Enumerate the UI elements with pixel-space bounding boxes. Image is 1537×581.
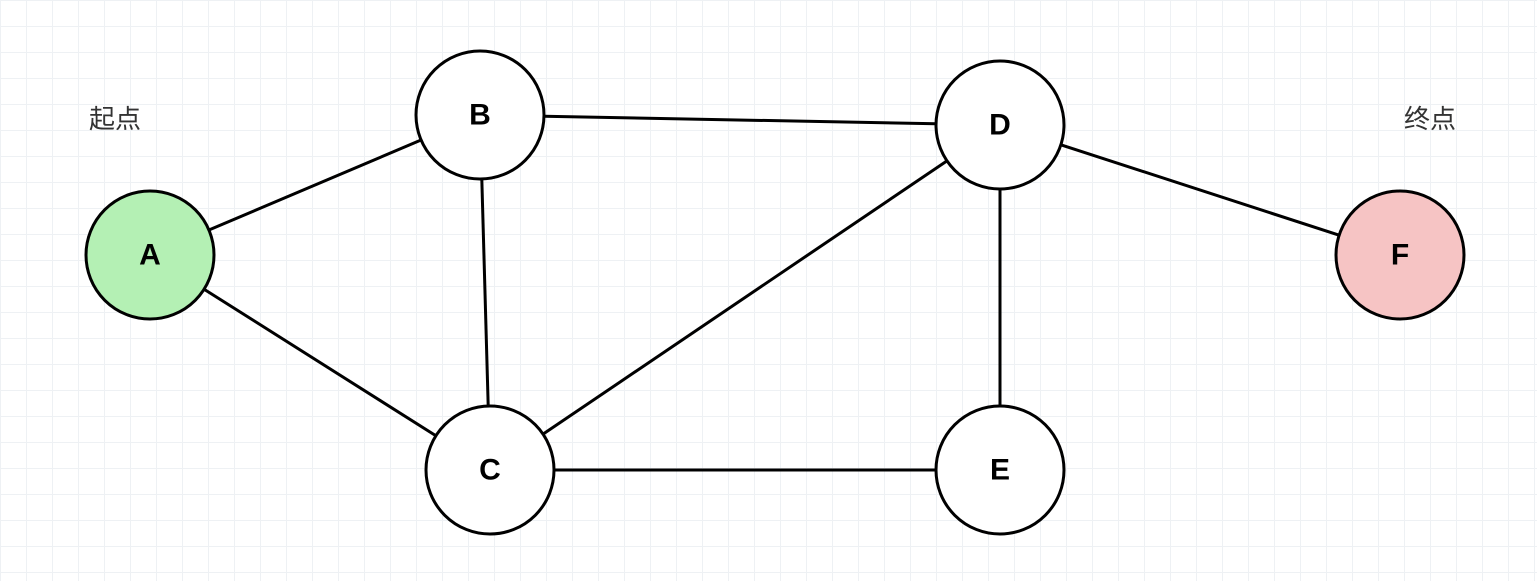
nodes-layer: A B C D E F	[86, 51, 1464, 534]
node-A-label: A	[139, 239, 161, 272]
end-label: 终点	[1404, 104, 1456, 134]
node-E-label: E	[990, 454, 1010, 487]
edge-C-D	[543, 161, 947, 434]
start-label: 起点	[89, 104, 141, 134]
node-B-label: B	[469, 99, 491, 132]
annotations-layer: 起点 终点	[89, 104, 1456, 134]
edge-B-C	[482, 179, 488, 406]
edge-A-B	[209, 140, 421, 230]
node-C-label: C	[479, 454, 501, 487]
node-F: F	[1336, 191, 1464, 319]
node-F-label: F	[1391, 239, 1409, 272]
edge-D-F	[1061, 145, 1339, 235]
node-D: D	[936, 61, 1064, 189]
node-B: B	[416, 51, 544, 179]
node-A: A	[86, 191, 214, 319]
node-E: E	[936, 406, 1064, 534]
node-D-label: D	[989, 109, 1011, 142]
edge-A-C	[204, 289, 436, 436]
edges-layer	[204, 116, 1339, 470]
network-diagram: A B C D E F 起点 终点	[0, 0, 1537, 581]
edge-B-D	[544, 116, 936, 124]
node-C: C	[426, 406, 554, 534]
